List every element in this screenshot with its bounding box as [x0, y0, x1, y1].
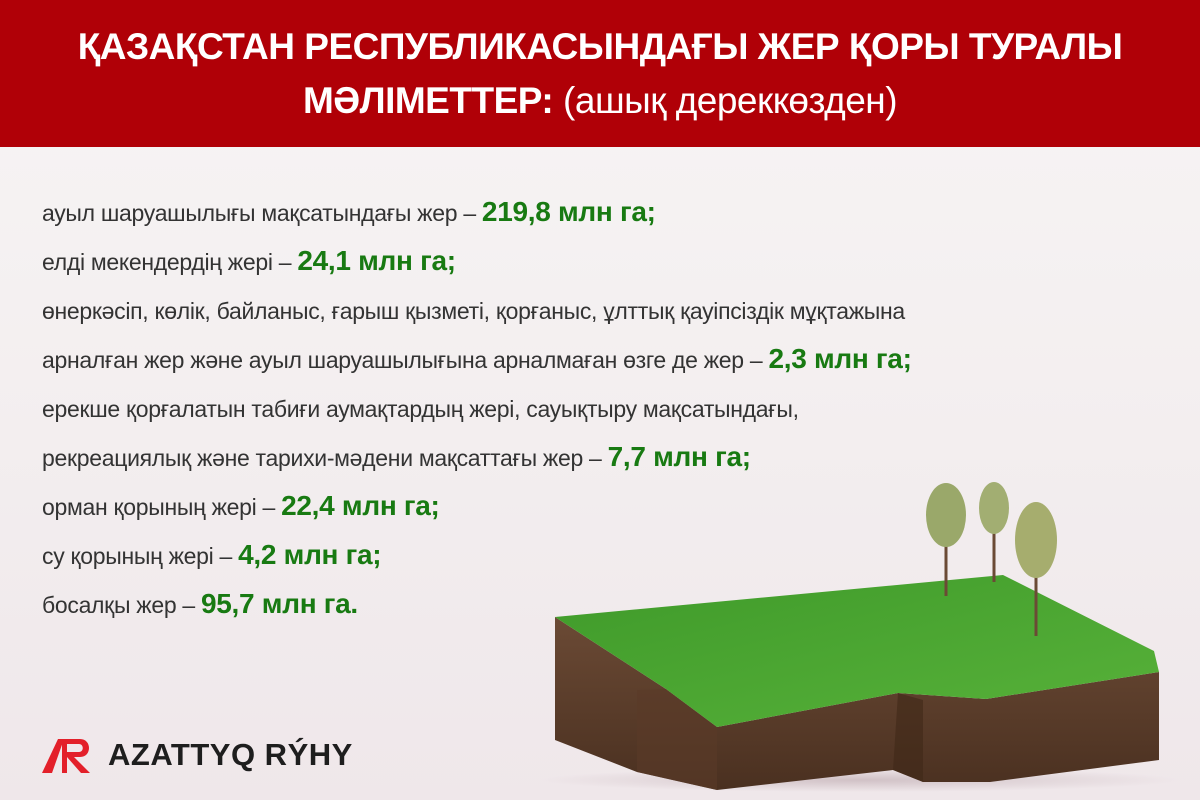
title-banner: ҚАЗАҚСТАН РЕСПУБЛИКАСЫНДАҒЫ ЖЕР ҚОРЫ ТУР…: [0, 0, 1200, 147]
list-item: өнеркәсіп, көлік, байланыс, ғарыш қызмет…: [42, 298, 905, 324]
grass-top: [555, 575, 1159, 727]
tree-icon: [979, 482, 1009, 582]
logo-mark-icon: [42, 739, 90, 773]
land-fund-list: ауыл шаруашылығы мақсатындағы жер – 219,…: [42, 188, 1182, 629]
list-item: су қорының жері – 4,2 млн га;: [42, 539, 382, 570]
list-item: ерекше қорғалатын табиғи аумақтардың жер…: [42, 396, 799, 422]
list-item: ауыл шаруашылығы мақсатындағы жер – 219,…: [42, 196, 656, 227]
title-line-1: ҚАЗАҚСТАН РЕСПУБЛИКАСЫНДАҒЫ ЖЕР ҚОРЫ ТУР…: [77, 26, 1123, 67]
tree-icon: [1015, 502, 1057, 636]
tree-icon: [926, 483, 966, 596]
list-item: арналған жер және ауыл шаруашылығына арн…: [42, 343, 912, 374]
logo-text: AZATTYQ RÝHY: [108, 737, 353, 772]
list-item: елді мекендердің жері – 24,1 млн га;: [42, 245, 456, 276]
source-note: (ашық дереккөзден): [563, 80, 898, 121]
land-plot-illustration: [540, 482, 1180, 792]
list-item: орман қорының жері – 22,4 млн га;: [42, 490, 440, 521]
title-line-2: МӘЛІМЕТТЕР: (ашық дереккөзден): [20, 76, 1180, 126]
list-item: рекреациялық және тарихи-мәдени мақсатта…: [42, 441, 751, 472]
list-item: босалқы жер – 95,7 млн га.: [42, 588, 358, 619]
brand-logo: AZATTYQ RÝHY: [40, 735, 353, 775]
title-bold: МӘЛІМЕТТЕР:: [302, 80, 554, 121]
